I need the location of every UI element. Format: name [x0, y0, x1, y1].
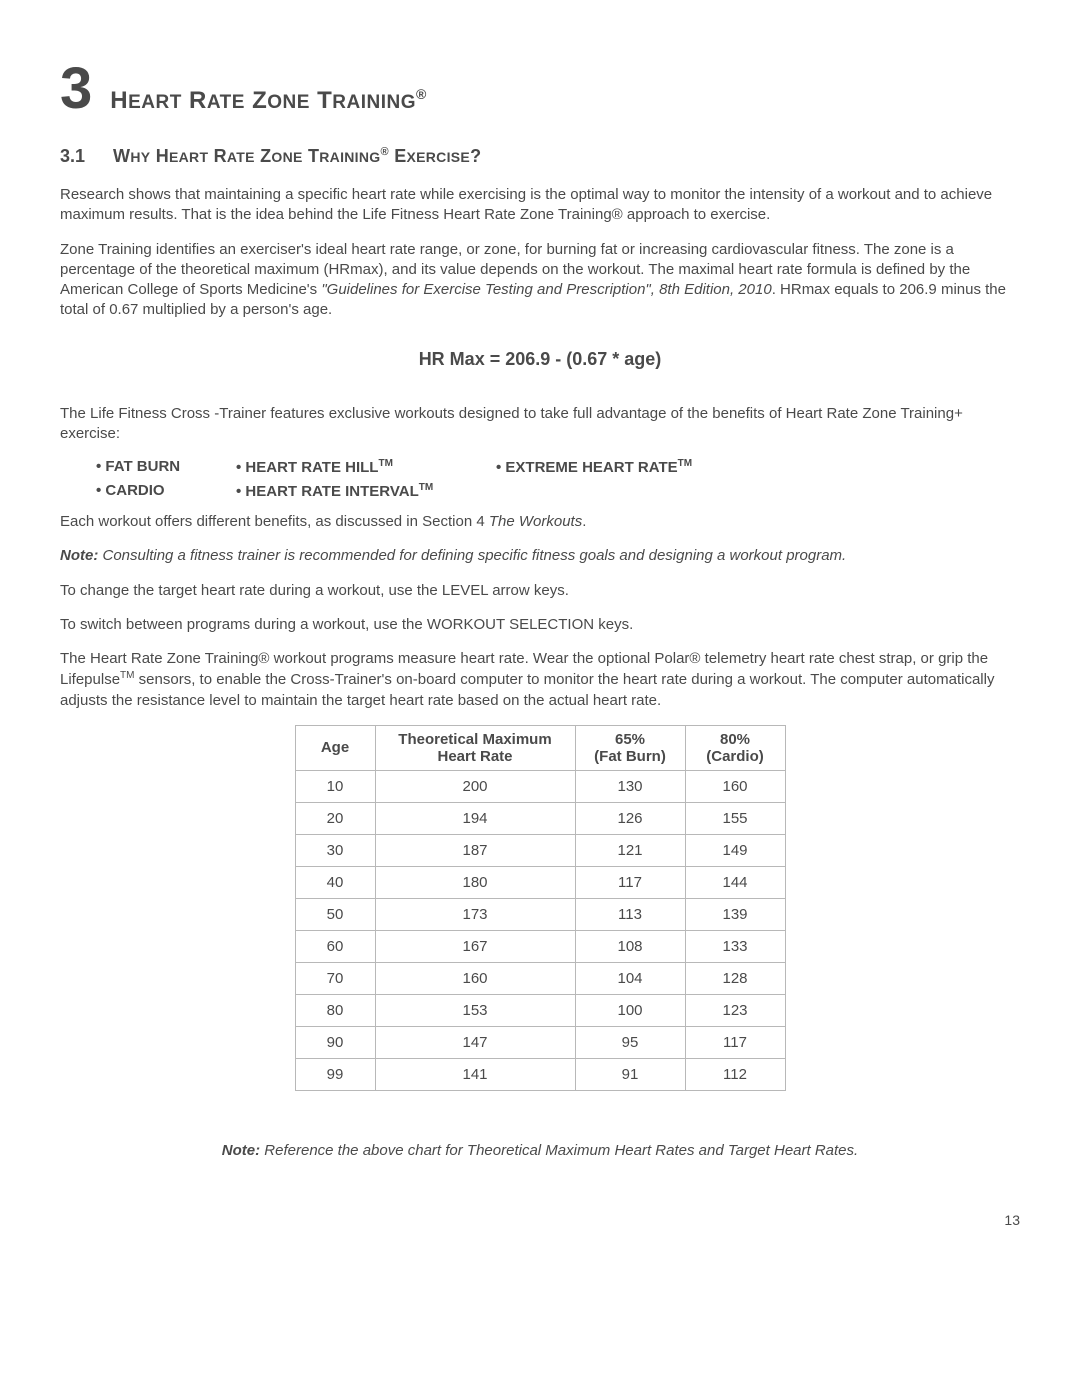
table-row: 30187121149 — [295, 835, 785, 867]
td-thm: 141 — [375, 1059, 575, 1091]
workout-item-extreme: • EXTREME HEART RATETM — [496, 458, 692, 476]
td-age: 90 — [295, 1027, 375, 1059]
td-p65: 130 — [575, 771, 685, 803]
paragraph-intro: Research shows that maintaining a specif… — [60, 185, 1020, 226]
td-p80: 128 — [685, 963, 785, 995]
td-p80: 139 — [685, 899, 785, 931]
paragraph-zone-def: Zone Training identifies an exerciser's … — [60, 240, 1020, 321]
paragraph-workouts-intro: The Life Fitness Cross -Trainer features… — [60, 404, 1020, 445]
td-p80: 123 — [685, 995, 785, 1027]
td-thm: 180 — [375, 867, 575, 899]
td-p80: 112 — [685, 1059, 785, 1091]
td-thm: 173 — [375, 899, 575, 931]
td-age: 50 — [295, 899, 375, 931]
td-p65: 100 — [575, 995, 685, 1027]
table-row: 80153100123 — [295, 995, 785, 1027]
th-80: 80%(Cardio) — [685, 725, 785, 771]
td-p65: 117 — [575, 867, 685, 899]
td-thm: 194 — [375, 803, 575, 835]
paragraph-benefits: Each workout offers different benefits, … — [60, 512, 1020, 532]
heart-rate-table: Age Theoretical MaximumHeart Rate 65%(Fa… — [295, 725, 786, 1092]
table-row: 60167108133 — [295, 931, 785, 963]
chapter-header: 3 HEART RATE ZONE TRAINING® — [60, 60, 1020, 118]
td-age: 60 — [295, 931, 375, 963]
workout-list: • FAT BURN • HEART RATE HILLTM • EXTREME… — [96, 458, 1020, 500]
td-thm: 187 — [375, 835, 575, 867]
note-trainer: Note: Consulting a fitness trainer is re… — [60, 546, 1020, 566]
paragraph-workout-keys: To switch between programs during a work… — [60, 615, 1020, 635]
td-p80: 144 — [685, 867, 785, 899]
td-p80: 149 — [685, 835, 785, 867]
td-age: 10 — [295, 771, 375, 803]
td-age: 20 — [295, 803, 375, 835]
table-row: 50173113139 — [295, 899, 785, 931]
th-age: Age — [295, 725, 375, 771]
td-p80: 133 — [685, 931, 785, 963]
td-p65: 121 — [575, 835, 685, 867]
paragraph-sensors: The Heart Rate Zone Training® workout pr… — [60, 649, 1020, 711]
workout-item-fatburn: • FAT BURN — [96, 458, 236, 476]
chapter-number: 3 — [60, 60, 92, 118]
section-header: 3.1 WHY HEART RATE ZONE TRAINING® EXERCI… — [60, 146, 1020, 167]
td-age: 80 — [295, 995, 375, 1027]
table-row: 9914191112 — [295, 1059, 785, 1091]
footer-note: Note: Reference the above chart for Theo… — [60, 1141, 1020, 1161]
table-row: 70160104128 — [295, 963, 785, 995]
th-65: 65%(Fat Burn) — [575, 725, 685, 771]
workout-item-hrhill: • HEART RATE HILLTM — [236, 458, 496, 476]
td-p65: 108 — [575, 931, 685, 963]
td-p65: 104 — [575, 963, 685, 995]
td-thm: 167 — [375, 931, 575, 963]
table-row: 10200130160 — [295, 771, 785, 803]
hrmax-formula: HR Max = 206.9 - (0.67 * age) — [60, 349, 1020, 370]
td-p65: 91 — [575, 1059, 685, 1091]
td-thm: 200 — [375, 771, 575, 803]
table-header-row: Age Theoretical MaximumHeart Rate 65%(Fa… — [295, 725, 785, 771]
paragraph-level-keys: To change the target heart rate during a… — [60, 581, 1020, 601]
td-age: 30 — [295, 835, 375, 867]
table-row: 20194126155 — [295, 803, 785, 835]
td-p80: 117 — [685, 1027, 785, 1059]
workout-item-cardio: • CARDIO — [96, 482, 236, 500]
section-title: WHY HEART RATE ZONE TRAINING® EXERCISE? — [113, 146, 481, 167]
td-thm: 147 — [375, 1027, 575, 1059]
workout-row: • CARDIO • HEART RATE INTERVALTM — [96, 482, 1020, 500]
td-thm: 160 — [375, 963, 575, 995]
td-age: 70 — [295, 963, 375, 995]
chapter-title: HEART RATE ZONE TRAINING® — [110, 86, 427, 115]
workout-row: • FAT BURN • HEART RATE HILLTM • EXTREME… — [96, 458, 1020, 476]
td-age: 99 — [295, 1059, 375, 1091]
td-p80: 155 — [685, 803, 785, 835]
td-p80: 160 — [685, 771, 785, 803]
th-thm: Theoretical MaximumHeart Rate — [375, 725, 575, 771]
td-thm: 153 — [375, 995, 575, 1027]
table-row: 9014795117 — [295, 1027, 785, 1059]
td-p65: 95 — [575, 1027, 685, 1059]
page-number: 13 — [60, 1212, 1020, 1228]
section-number: 3.1 — [60, 146, 85, 167]
td-p65: 113 — [575, 899, 685, 931]
table-row: 40180117144 — [295, 867, 785, 899]
td-age: 40 — [295, 867, 375, 899]
workout-item-hrinterval: • HEART RATE INTERVALTM — [236, 482, 496, 500]
td-p65: 126 — [575, 803, 685, 835]
